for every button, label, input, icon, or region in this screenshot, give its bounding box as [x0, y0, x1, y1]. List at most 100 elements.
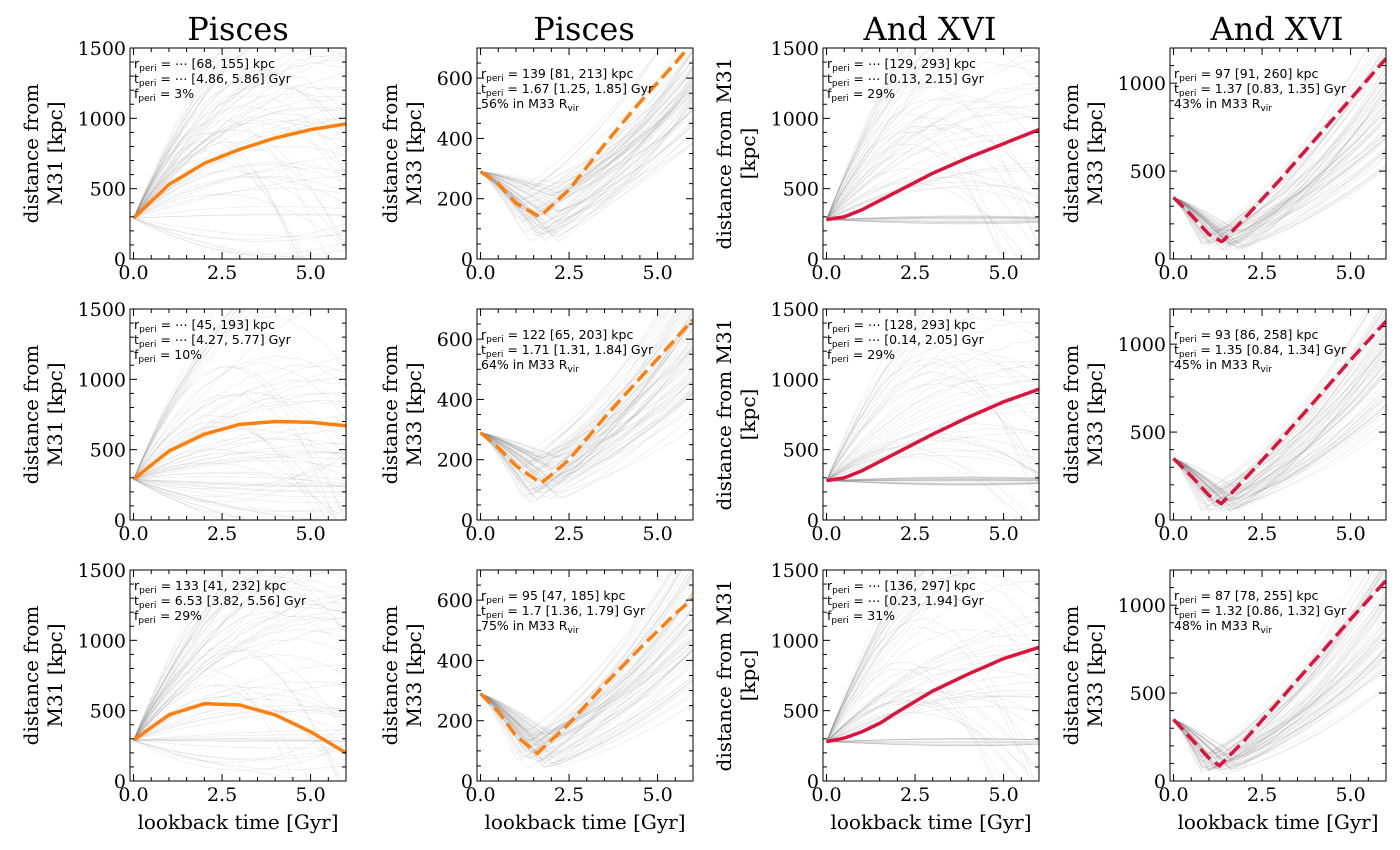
- annotation-line: tperi = ⋯ [0.13, 2.15] Gyr: [827, 71, 985, 89]
- sample-orbits: [480, 309, 693, 503]
- sample-orbit: [133, 141, 346, 245]
- y-tick-label: 200: [437, 711, 473, 733]
- sample-orbit: [480, 66, 693, 213]
- sample-orbit: [826, 695, 1039, 742]
- sample-orbit: [826, 570, 921, 742]
- annotation-subscript: peri: [138, 616, 155, 626]
- annotation-line: rperi = ⋯ [129, 293] kpc: [827, 56, 976, 74]
- annotation-value: = 87 [78, 255] kpc: [1197, 588, 1319, 603]
- sample-orbit: [480, 625, 693, 747]
- sample-orbit: [1173, 324, 1386, 493]
- sample-orbit: [480, 86, 693, 218]
- sample-orbit: [826, 48, 938, 220]
- sample-orbit: [826, 738, 1039, 742]
- sample-orbit: [1173, 90, 1386, 240]
- sample-orbit: [1173, 653, 1386, 771]
- sample-orbit: [133, 53, 346, 219]
- sample-orbit: [480, 648, 693, 760]
- sample-orbit: [133, 48, 234, 219]
- sample-orbit: [1173, 397, 1386, 501]
- sample-orbit: [480, 77, 693, 212]
- sample-orbit: [133, 112, 346, 219]
- sample-orbit: [826, 48, 912, 220]
- sample-orbit: [480, 656, 693, 755]
- sample-orbit: [133, 570, 265, 741]
- sample-orbit: [133, 379, 346, 480]
- sample-orbit: [1173, 570, 1382, 758]
- sample-orbit: [480, 645, 693, 755]
- annotation-var: r: [1174, 66, 1180, 81]
- sample-orbit: [480, 592, 693, 732]
- sample-orbit: [826, 480, 1039, 486]
- sample-orbit: [480, 390, 693, 458]
- sample-orbit: [1173, 570, 1386, 769]
- sample-orbit: [1173, 429, 1386, 505]
- sample-orbit: [1173, 421, 1386, 501]
- annotation-subscript: vir: [1260, 626, 1272, 636]
- sample-orbit: [133, 739, 346, 760]
- sample-orbit: [480, 570, 687, 759]
- sample-orbit: [1173, 338, 1386, 507]
- y-axis-label: M31 [kpc]: [43, 101, 67, 205]
- sample-orbit: [480, 349, 693, 457]
- x-tick-label: 5.0: [642, 262, 672, 284]
- y-tick-label: 500: [1130, 161, 1166, 183]
- sample-orbit: [133, 452, 346, 480]
- annotation-value: = 6.53 [3.82, 5.56] Gyr: [156, 593, 307, 608]
- annotation-value: 48% in M33 R: [1174, 618, 1261, 633]
- sample-orbit: [826, 432, 1039, 481]
- chart-panel: 0.0 2.5 5.0 0 500 1000 1500 distance from M31 [k…: [712, 560, 1040, 834]
- annotation-line: tperi = 6.53 [3.82, 5.56] Gyr: [134, 593, 307, 611]
- annotation-line: rperi = 122 [65, 203] kpc: [481, 327, 633, 345]
- sample-orbit: [480, 309, 683, 484]
- sample-orbit: [1173, 325, 1386, 496]
- sample-orbit: [133, 85, 346, 219]
- annotation-var: t: [827, 71, 832, 86]
- sample-orbit: [826, 105, 1039, 220]
- annotation-value: = ⋯ [4.27, 5.77] Gyr: [156, 332, 291, 347]
- y-axis-label: distance from: [19, 606, 43, 746]
- sample-orbit: [826, 692, 1039, 775]
- sample-orbit: [480, 122, 693, 235]
- sample-orbit: [1173, 317, 1386, 511]
- annotation-subscript: peri: [1179, 350, 1196, 360]
- y-tick-label: 500: [783, 701, 819, 723]
- annotation-subscript: vir: [567, 104, 579, 114]
- sample-orbit: [826, 693, 1039, 742]
- sample-orbit: [1173, 146, 1386, 247]
- sample-orbit: [1173, 149, 1386, 251]
- annotation-line: 64% in M33 Rvir: [481, 357, 579, 375]
- sample-orbit: [133, 161, 346, 219]
- sample-orbits: [480, 48, 693, 243]
- sample-orbit: [1173, 92, 1386, 241]
- sample-orbit: [826, 59, 1039, 220]
- sample-orbit: [826, 219, 1039, 222]
- sample-orbit: [826, 309, 981, 481]
- sample-orbit: [826, 668, 1039, 742]
- y-tick-label: 0: [807, 249, 819, 271]
- sample-orbit: [1173, 114, 1386, 244]
- sample-orbit: [1173, 590, 1386, 760]
- annotation-subscript: peri: [486, 350, 503, 360]
- sample-orbit: [826, 117, 1039, 220]
- sample-orbit: [133, 587, 346, 741]
- sample-orbit: [1173, 653, 1386, 770]
- y-tick-label: 1000: [771, 630, 819, 652]
- sample-orbit: [133, 570, 220, 741]
- sample-orbit: [826, 112, 1039, 220]
- sample-orbit: [480, 684, 693, 765]
- x-tick-label: 0.0: [118, 784, 148, 806]
- sample-orbit: [1173, 654, 1386, 768]
- sample-orbit: [826, 219, 1039, 224]
- sample-orbit: [480, 316, 693, 468]
- sample-orbit: [1173, 89, 1386, 244]
- sample-orbit: [133, 315, 346, 480]
- sample-orbit: [826, 738, 1039, 742]
- x-tick-label: 2.5: [900, 523, 930, 545]
- annotation-value: 43% in M33 R: [1174, 96, 1261, 111]
- sample-orbit: [826, 361, 1039, 481]
